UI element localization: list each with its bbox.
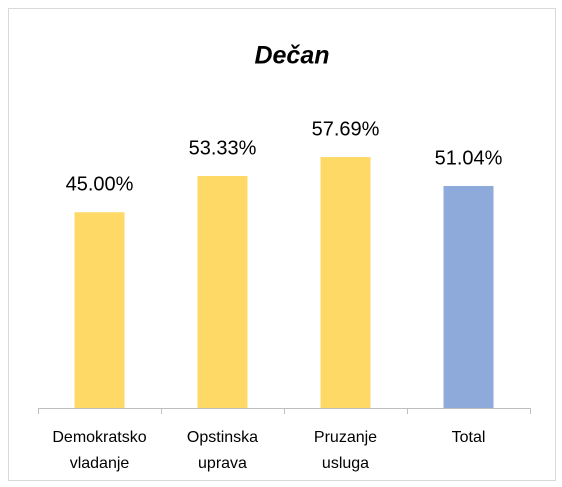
data-label: 45.00% bbox=[66, 174, 134, 196]
bar bbox=[74, 212, 125, 408]
bar bbox=[320, 157, 371, 408]
x-tick-label-line: vladanje bbox=[70, 455, 130, 472]
chart-title: Dečan bbox=[254, 42, 329, 70]
x-tick-label: Total bbox=[452, 429, 486, 446]
x-tick-label-line: uprava bbox=[198, 455, 247, 472]
x-tick-label: Demokratsko vladanje bbox=[52, 429, 146, 472]
x-tick-label-line: usluga bbox=[322, 455, 369, 472]
data-label: 57.69% bbox=[312, 118, 380, 140]
x-tick-label-line: Pruzanje bbox=[314, 429, 377, 446]
x-tick-label: Opstinska uprava bbox=[187, 429, 258, 472]
bar bbox=[197, 176, 248, 408]
data-label: 53.33% bbox=[189, 137, 257, 159]
x-tick-label: Pruzanje usluga bbox=[314, 429, 377, 472]
x-tick-label-line: Demokratsko bbox=[52, 429, 146, 446]
x-tick-label-line: Opstinska bbox=[187, 429, 258, 446]
data-label: 51.04% bbox=[435, 147, 503, 169]
x-tick-label-line: Total bbox=[452, 429, 486, 446]
bar bbox=[443, 185, 494, 408]
